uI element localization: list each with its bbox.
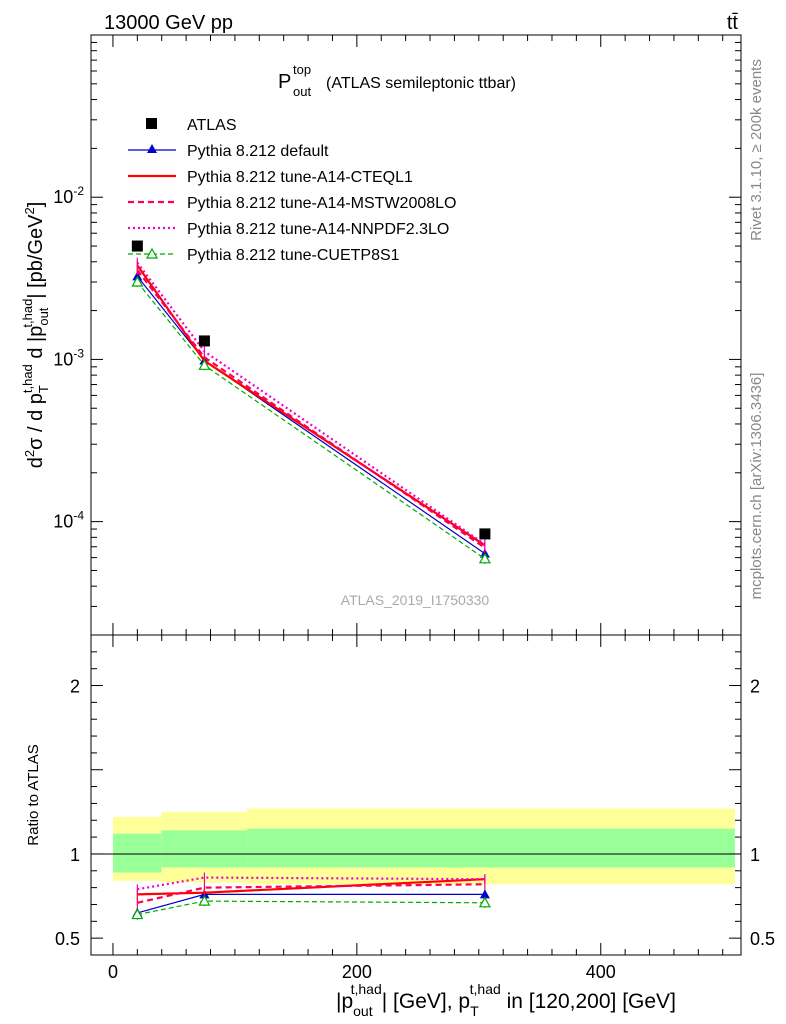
x-axis-label: |poutt,had| [GeV], pTt,had in [120,200] … — [336, 981, 676, 1019]
ratio-plot-panel: 0 200 400 0.5 0.5 1 1 2 2 Ratio to ATLAS |poutt,… — [25, 634, 775, 1019]
plot-title-superscript: top — [293, 62, 311, 77]
legend-label-mstw: Pythia 8.212 tune-A14-MSTW2008LO — [187, 195, 456, 212]
ratio-uncertainty-bands — [91, 808, 741, 885]
legend-label-cteql1: Pythia 8.212 tune-A14-CTEQL1 — [187, 169, 413, 186]
y-tick-label: 10-2 — [53, 184, 84, 207]
ratio-y-tick-label-right: 1 — [750, 845, 760, 865]
header-energy-label: 13000 GeV pp — [104, 12, 233, 34]
ratio-y-tick-label-right: 0.5 — [750, 929, 775, 949]
header-process-label: tt̄ — [727, 12, 739, 34]
legend-label-cuetp: Pythia 8.212 tune-CUETP8S1 — [187, 247, 400, 264]
point-cuetp-ratio — [198, 894, 211, 906]
main-y-axis-label: d2σ / d pTt,had d |poutt,had| [pb/GeV2] — [20, 202, 51, 469]
plot-title-text: (ATLAS semileptonic ttbar) — [326, 75, 516, 92]
point-cuetp-ratio — [131, 908, 144, 920]
point-cuetp-main — [478, 552, 491, 564]
ratio-plot-data — [131, 872, 491, 920]
legend-label-atlas: ATLAS — [187, 117, 237, 134]
y-tick-label: 10-3 — [53, 346, 84, 369]
plot-title-symbol: P — [278, 71, 291, 93]
series-line-mstw-ratio — [137, 883, 485, 904]
band-inner — [161, 830, 248, 868]
ratio-y-tick-label-left: 2 — [70, 677, 80, 697]
point-cuetp-main — [131, 275, 144, 287]
ratio-y-tick-label-left: 1 — [70, 845, 80, 865]
legend-label-default: Pythia 8.212 default — [187, 143, 329, 160]
legend-label-nnpdf: Pythia 8.212 tune-A14-NNPDF2.3LO — [187, 221, 449, 238]
band-inner — [247, 828, 735, 868]
x-tick-label: 200 — [342, 962, 372, 982]
series-line-default-ratio — [137, 893, 485, 914]
point-atlas — [131, 240, 143, 252]
series-line-cuetp-ratio — [137, 900, 485, 916]
plot-title-subscript: out — [293, 84, 311, 99]
ratio-y-tick-label-left: 0.5 — [55, 929, 80, 949]
ratio-y-tick-label-right: 2 — [750, 677, 760, 697]
ratio-plot-frame — [90, 634, 742, 956]
series-line-cteql1-main — [136, 264, 486, 547]
point-default-ratio — [479, 889, 490, 899]
analysis-watermark: ATLAS_2019_I1750330 — [341, 592, 490, 608]
legend-marker-default — [147, 144, 157, 153]
x-tick-label: 400 — [586, 962, 616, 982]
ratio-plot-ticks: 0 200 400 0.5 0.5 1 1 2 2 — [55, 634, 775, 982]
main-plot-data — [131, 240, 491, 564]
legend: ATLAS Pythia 8.212 default Pythia 8.212 … — [128, 117, 456, 264]
legend-marker-cuetp — [145, 247, 159, 259]
point-atlas — [198, 335, 210, 347]
x-tick-label: 0 — [108, 962, 118, 982]
main-plot-ticks: 10-4 10-3 10-2 — [53, 34, 741, 636]
ratio-y-axis-label: Ratio to ATLAS — [25, 744, 42, 845]
point-cuetp-main — [198, 359, 211, 370]
legend-marker-atlas — [146, 118, 157, 129]
rivet-version-label: Rivet 3.1.10, ≥ 200k events — [748, 59, 765, 241]
series-line-mstw-main — [136, 269, 486, 549]
main-plot-panel: 10-4 10-3 10-2 P top out (ATLAS semilepton… — [20, 34, 742, 636]
y-tick-label: 10-4 — [53, 509, 84, 532]
mcplots-label: mcplots.cern.ch [arXiv:1306.3436] — [748, 373, 765, 600]
band-inner — [112, 833, 162, 873]
point-cuetp-ratio — [478, 896, 491, 908]
point-atlas — [479, 528, 491, 540]
series-line-nnpdf-main — [136, 261, 486, 546]
main-y-axis-label-text: d2σ / d pTt,had d |poutt,had| [pb/GeV2] — [20, 202, 51, 469]
series-line-nnpdf-ratio — [137, 876, 485, 891]
